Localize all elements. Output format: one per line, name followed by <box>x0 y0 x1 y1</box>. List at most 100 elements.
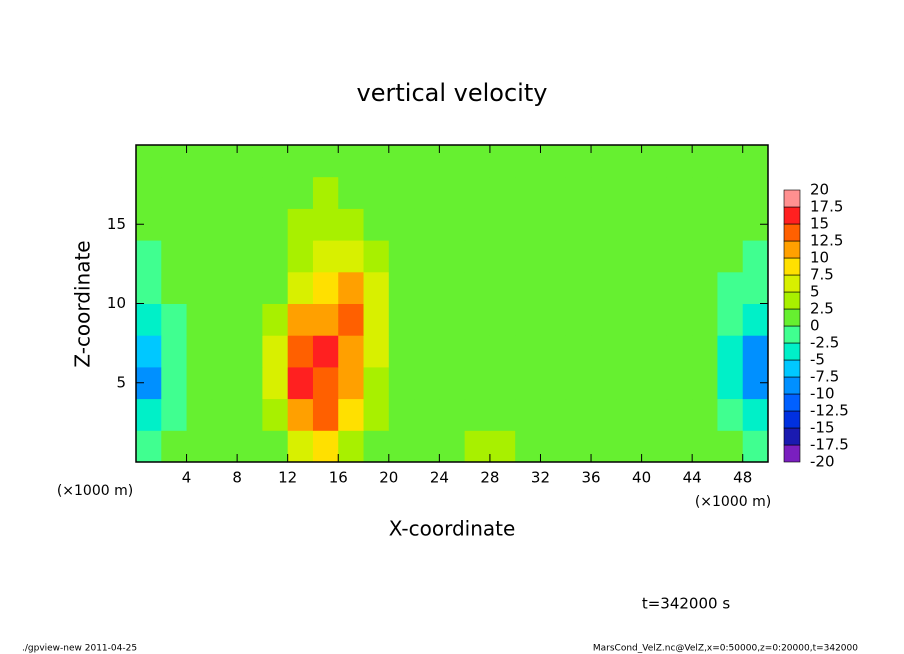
heat-cell <box>489 366 516 400</box>
colorbar-label: 15 <box>810 215 829 233</box>
heat-cell <box>136 271 162 304</box>
heat-cell <box>666 240 693 273</box>
heat-cell <box>363 176 390 209</box>
footer-left: ./gpview-new 2011-04-25 <box>22 644 137 654</box>
heat-cell <box>717 398 744 431</box>
heat-cell <box>515 335 541 368</box>
heat-cell <box>363 303 390 336</box>
heat-cell <box>338 176 365 209</box>
heat-cell <box>237 145 263 178</box>
heat-cell <box>742 271 769 304</box>
heat-cell <box>237 398 263 431</box>
colorbar-label: -5 <box>810 351 825 369</box>
heat-cell <box>287 398 314 431</box>
y-tick-label: 5 <box>116 373 126 391</box>
heat-cell <box>540 303 567 336</box>
colorbar-swatch <box>783 342 801 361</box>
heat-cell <box>414 176 440 209</box>
heat-cell <box>540 240 567 273</box>
x-tick-label: 8 <box>232 469 242 487</box>
heat-cell <box>692 176 718 209</box>
heat-cell <box>489 176 516 209</box>
heat-cell <box>388 271 415 304</box>
heat-cell <box>388 335 415 368</box>
heat-cell <box>439 271 466 304</box>
heat-cell <box>616 398 643 431</box>
heat-cell <box>262 208 289 241</box>
heat-cell <box>211 303 238 336</box>
heat-cell <box>515 303 541 336</box>
heat-cell <box>515 240 541 273</box>
heat-cell <box>287 271 314 304</box>
heat-cell <box>717 271 744 304</box>
heat-cell <box>692 335 718 368</box>
y-axis-label: Z-coordinate <box>71 240 95 367</box>
heat-cell <box>515 366 541 400</box>
heat-cell <box>338 208 365 241</box>
heat-cell <box>464 398 491 431</box>
heat-cell <box>161 303 188 336</box>
colorbar-swatch <box>783 189 801 208</box>
heat-cell <box>692 398 718 431</box>
heat-cell <box>237 240 263 273</box>
heat-cell <box>363 145 390 178</box>
heat-cell <box>363 366 390 400</box>
heat-cell <box>211 208 238 241</box>
heat-cell <box>312 208 339 241</box>
heat-cell <box>540 366 567 400</box>
heat-cell <box>565 335 592 368</box>
heat-cell <box>414 335 440 368</box>
heat-cell <box>136 398 162 431</box>
colorbar-label: 7.5 <box>810 266 834 284</box>
heat-cell <box>464 430 491 463</box>
heat-cell <box>666 145 693 178</box>
colorbar-label: 0 <box>810 317 820 335</box>
heat-cell <box>161 208 188 241</box>
x-tick-label: 36 <box>581 469 600 487</box>
x-tick-label: 4 <box>182 469 192 487</box>
heat-cell <box>388 398 415 431</box>
heat-cell <box>616 176 643 209</box>
heat-cell <box>363 430 390 463</box>
colorbar-label: -17.5 <box>810 436 849 454</box>
heat-cell <box>186 430 213 463</box>
x-tick-label: 48 <box>733 469 752 487</box>
heat-cell <box>742 176 769 209</box>
x-tick-label: 16 <box>329 469 348 487</box>
heat-cell <box>717 208 744 241</box>
heat-cell <box>262 271 289 304</box>
heat-cell <box>186 145 213 178</box>
heat-cell <box>692 240 718 273</box>
heat-cell <box>717 335 744 368</box>
heat-cell <box>363 271 390 304</box>
heat-cell <box>692 430 718 463</box>
heat-cell <box>591 240 617 273</box>
heat-cell <box>616 303 643 336</box>
heat-cell <box>312 176 339 209</box>
heat-cell <box>211 335 238 368</box>
colorbar-label: 17.5 <box>810 198 843 216</box>
colorbar-swatch <box>783 376 801 395</box>
heat-cell <box>363 335 390 368</box>
heat-cell <box>641 398 668 431</box>
heat-cell <box>211 430 238 463</box>
y-tick-label: 15 <box>107 215 126 233</box>
x-tick-label: 20 <box>379 469 398 487</box>
heat-cell <box>616 271 643 304</box>
heat-cell <box>641 176 668 209</box>
heat-cell <box>262 366 289 400</box>
x-axis-label: X-coordinate <box>389 517 516 541</box>
heat-cell <box>287 240 314 273</box>
heat-cell <box>338 271 365 304</box>
colorbar-label: -20 <box>810 453 835 471</box>
heat-cell <box>312 303 339 336</box>
heat-cell <box>312 335 339 368</box>
x-unit-label: (×1000 m) <box>57 483 133 499</box>
colorbar-label: 12.5 <box>810 232 843 250</box>
colorbar-label: -12.5 <box>810 402 849 420</box>
heat-cell <box>540 271 567 304</box>
heat-cell <box>237 335 263 368</box>
heat-cell <box>742 145 769 178</box>
heat-cell <box>287 366 314 400</box>
heat-cell <box>717 366 744 400</box>
